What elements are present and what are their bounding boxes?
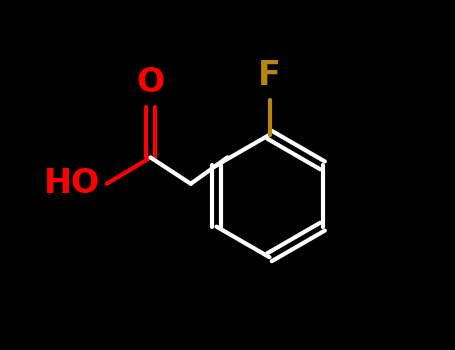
Text: O: O: [136, 66, 165, 99]
Text: HO: HO: [44, 167, 101, 200]
Text: F: F: [258, 59, 281, 92]
